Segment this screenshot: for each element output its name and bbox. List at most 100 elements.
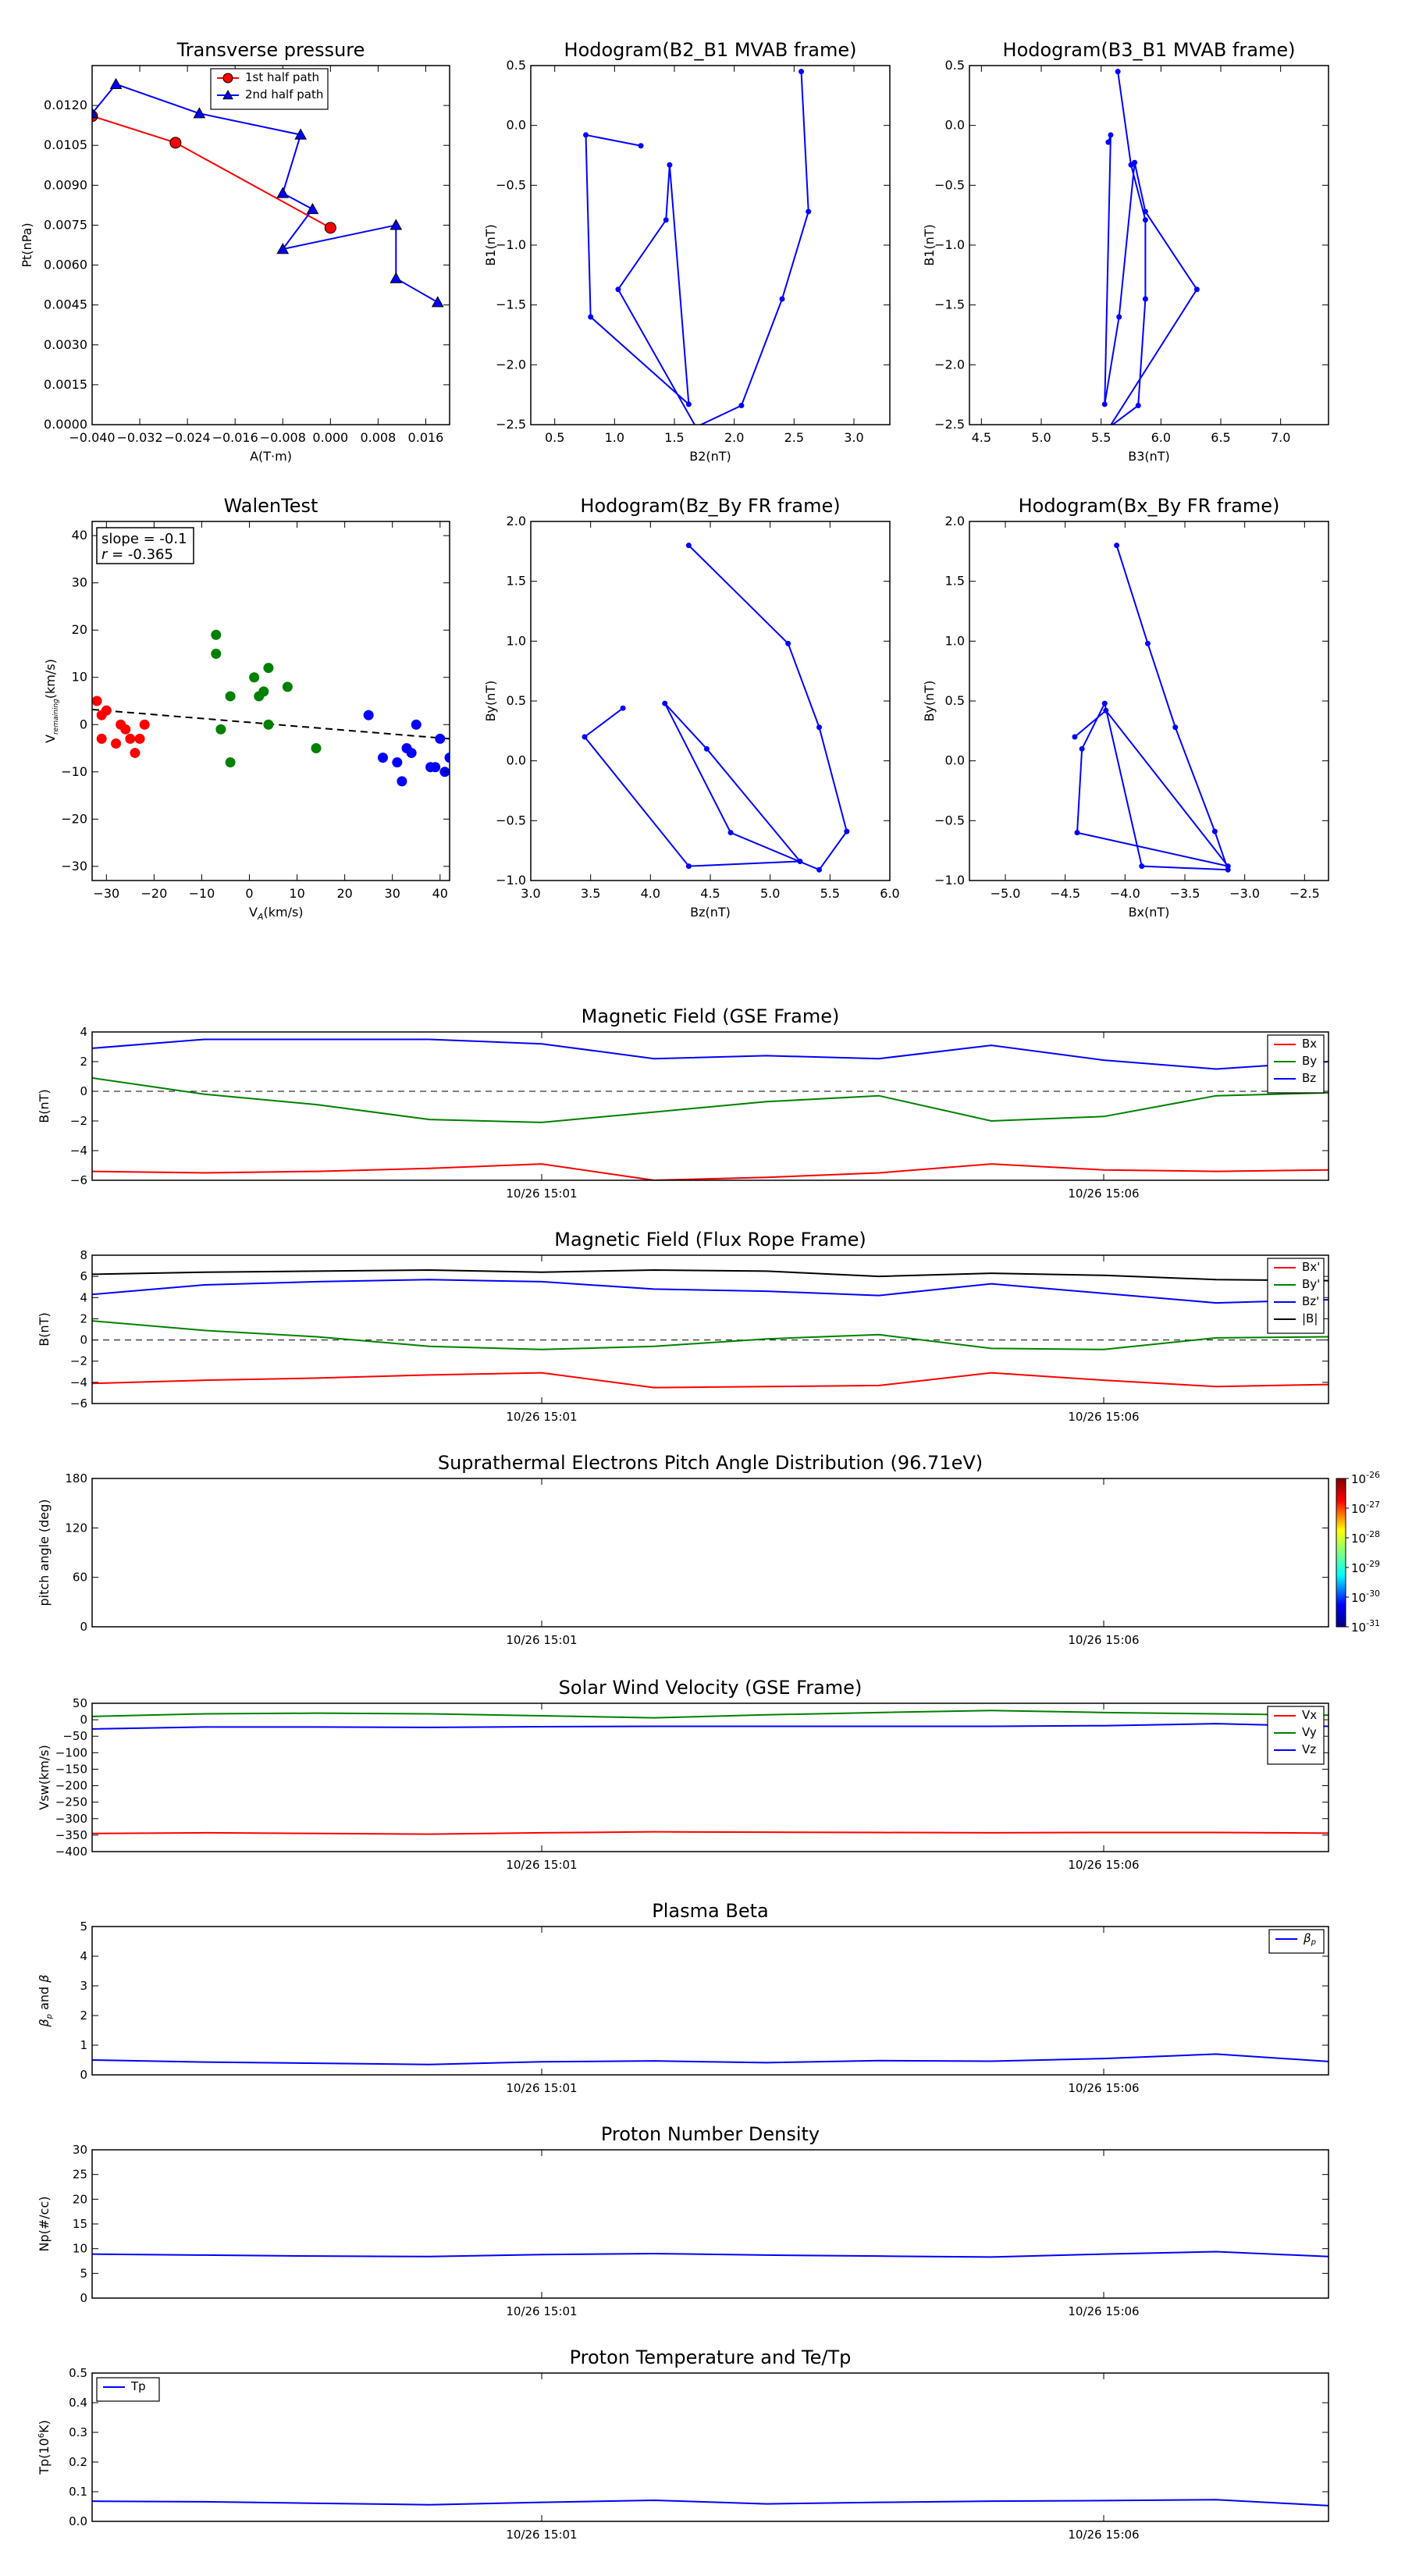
x-tick-label: 0: [245, 886, 253, 901]
chart-title: Solar Wind Velocity (GSE Frame): [559, 1677, 863, 1699]
legend-box: [1268, 1929, 1325, 1954]
y-tick-label: 0.0105: [44, 137, 87, 152]
x-tick-label: 10/26 15:01: [506, 2081, 577, 2095]
data-point: [816, 866, 823, 873]
series-2nd-half-path-line: [92, 83, 439, 304]
y-tick-label: −1.0: [496, 873, 526, 888]
data-point: [1101, 401, 1108, 407]
y-tick-label: 0.0030: [44, 337, 87, 352]
data-point: [431, 296, 444, 308]
y-tick-label: −1.5: [496, 297, 526, 312]
plot-frame: [969, 521, 1329, 881]
data-point: [211, 629, 222, 640]
y-tick-label: 2: [80, 2008, 87, 2023]
x-tick-label: 5.5: [820, 886, 840, 901]
y-tick-label: 0: [80, 1333, 87, 1347]
data-point: [306, 202, 319, 215]
y-tick-label: 20: [72, 622, 87, 637]
x-tick-label: −10: [189, 886, 215, 901]
data-point: [435, 733, 446, 744]
x-tick-label: 0.016: [408, 430, 444, 445]
x-tick-label: 6.5: [1211, 430, 1230, 445]
plot-frame: [530, 521, 891, 881]
x-tick-label: 0.008: [360, 430, 396, 445]
x-tick-label: 1.0: [605, 430, 624, 445]
y-tick-label: 0.4: [69, 2396, 87, 2410]
data-point: [799, 69, 805, 75]
data-point: [685, 543, 692, 549]
y-tick-label: 0.0090: [44, 177, 87, 192]
data-point: [1114, 543, 1120, 549]
legend-label: 2nd half path: [245, 87, 323, 101]
y-tick-label: 0.5: [945, 58, 965, 73]
data-point: [389, 272, 403, 283]
x-tick-label: 3.0: [844, 430, 863, 445]
y-tick-label: 20: [73, 2192, 87, 2206]
data-point: [738, 402, 745, 408]
chart-proton-temperature: Proton Temperature and Te/Tp 10/26 15:01 1…: [37, 2347, 1329, 2542]
chart-walen-test: WalenTest −30 −20 −10 0 10 20 30 40 −30 −20 −10 0 10 2…: [43, 495, 450, 922]
x-tick-label: 0.5: [545, 430, 564, 445]
y-tick-label: 2: [80, 1055, 87, 1069]
plot-area: [1072, 543, 1231, 873]
y-tick-label: 2.0: [945, 514, 965, 528]
x-axis-label: Bx(nT): [1129, 905, 1170, 920]
plot-frame: [91, 1478, 1329, 1628]
plot-frame: [91, 2372, 1329, 2522]
y-tick-label: −1.0: [934, 237, 965, 252]
y-tick-label: 1.0: [507, 633, 526, 648]
chart-hodogram-bz-by: Hodogram(Bz_By FR frame) 3.0 3.5 4.0 4.5 5.0 5…: [483, 495, 900, 920]
data-point: [263, 663, 274, 674]
y-tick-label: −4: [70, 1144, 87, 1158]
series-bz--line: [92, 1279, 1329, 1304]
x-tick-label: 10/26 15:01: [506, 2304, 577, 2318]
data-point: [583, 132, 589, 138]
chart-transverse-pressure: Transverse pressure−0.040 −0.032 −0.024 −0.…: [20, 39, 450, 464]
data-point: [389, 219, 403, 230]
data-point: [406, 748, 417, 759]
colorbar-label: 10-29: [1351, 1559, 1380, 1575]
y-tick-label: 40: [72, 528, 87, 543]
plot-area: [583, 69, 812, 425]
data-point: [169, 137, 182, 149]
y-axis-label: By(nT): [483, 681, 498, 722]
chart-title: Proton Number Density: [601, 2123, 820, 2145]
plot-area: [92, 2499, 1329, 2507]
data-point: [1115, 69, 1121, 75]
data-point: [1211, 828, 1218, 834]
x-tick-label: 10/26 15:06: [1068, 2081, 1139, 2095]
y-axis-label: B(nT): [37, 1312, 52, 1346]
legend-box: [96, 2377, 160, 2402]
y-tick-label: 1.0: [945, 633, 965, 648]
y-tick-label: −0.5: [496, 177, 526, 192]
y-tick-label: −400: [55, 1845, 87, 1859]
data-point: [582, 734, 588, 740]
x-tick-label: 30: [385, 886, 400, 901]
data-point: [1139, 863, 1145, 870]
x-tick-label: 0.000: [312, 430, 348, 445]
data-point: [92, 696, 102, 706]
data-point: [139, 719, 150, 730]
x-tick-label: 20: [336, 886, 352, 901]
chart-title: Hodogram(B3_B1 MVAB frame): [1003, 39, 1296, 61]
x-tick-label: 3.5: [581, 886, 600, 901]
data-point: [1108, 132, 1114, 138]
y-tick-label: 15: [73, 2217, 87, 2231]
data-point: [667, 162, 673, 168]
x-tick-label: −0.040: [69, 430, 115, 445]
legend-label: Bz: [1302, 1071, 1316, 1085]
data-point: [411, 719, 422, 730]
y-tick-label: 0: [80, 2068, 87, 2082]
legend: Bx By Bz: [1267, 1034, 1325, 1094]
y-tick-label: −2.5: [934, 417, 965, 432]
data-point: [1142, 296, 1148, 302]
series-bx--line: [92, 1372, 1329, 1389]
colorbar-label: 10-27: [1351, 1500, 1380, 1516]
legend-label: Vx: [1302, 1708, 1317, 1722]
y-tick-label: 2.0: [507, 514, 526, 528]
data-point: [1193, 286, 1200, 293]
y-tick-label: 30: [73, 2143, 87, 2157]
y-tick-label: 0.0015: [44, 377, 87, 392]
y-tick-label: 4: [80, 1290, 87, 1304]
y-tick-label: 1.5: [945, 574, 965, 589]
